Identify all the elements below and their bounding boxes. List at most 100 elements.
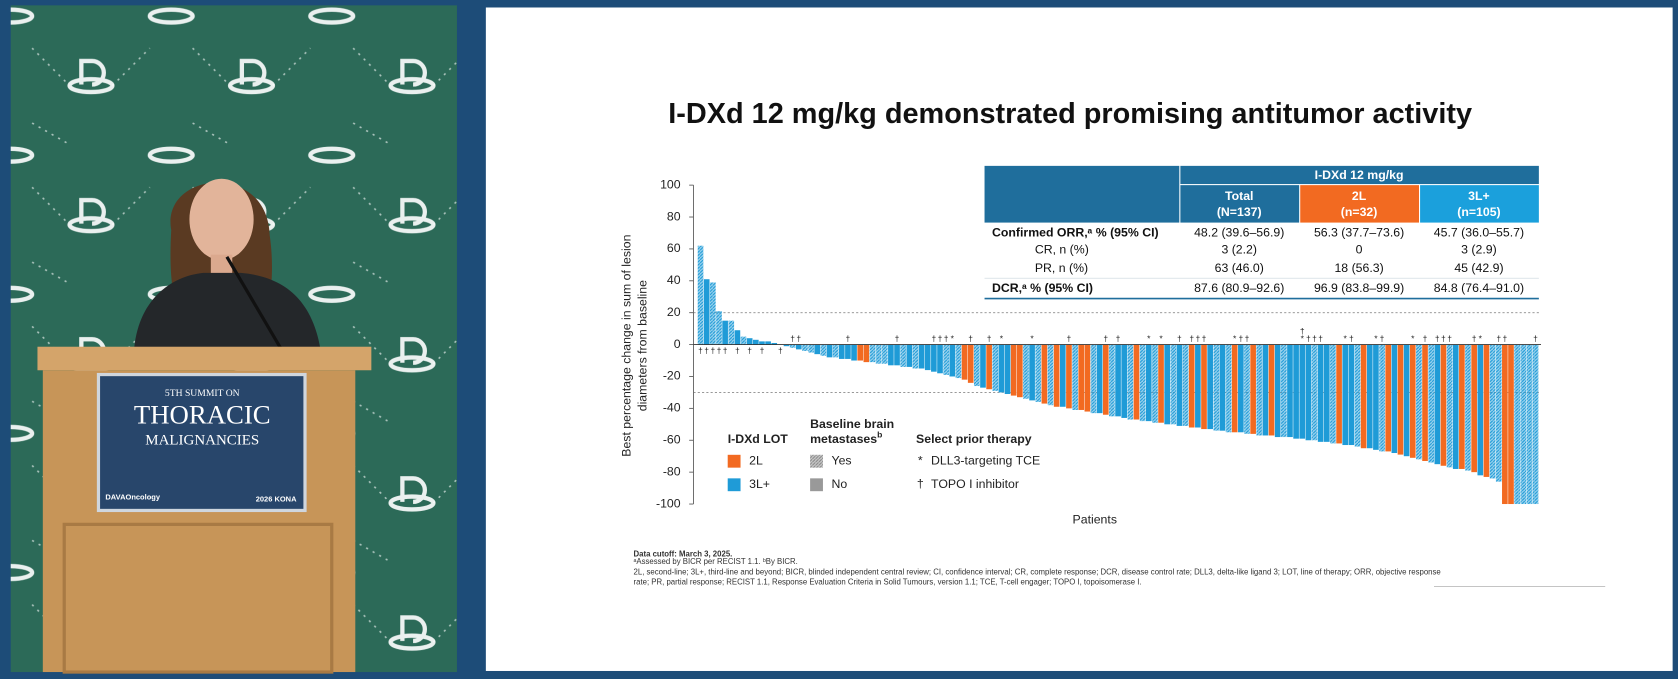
bar — [740, 336, 747, 345]
bar — [1459, 344, 1465, 469]
bar-marker: † — [778, 345, 783, 355]
y-tick-label: -80 — [663, 464, 681, 478]
legend-symbol: * — [918, 453, 923, 467]
bar-marker: † — [747, 345, 752, 355]
bar-marker: † — [704, 345, 709, 355]
bar — [869, 344, 876, 363]
bar — [1096, 344, 1103, 414]
bar — [1256, 344, 1263, 436]
bar — [808, 344, 814, 353]
bar — [746, 338, 753, 345]
bar — [986, 344, 992, 390]
bar — [851, 344, 857, 361]
bar — [1274, 344, 1281, 438]
legend-title: Baseline brain — [810, 417, 894, 431]
bar — [875, 344, 882, 364]
footnote: Data cutoff: March 3, 2025. — [634, 549, 733, 558]
bar-marker: † — [1189, 333, 1194, 343]
y-tick-label: -20 — [663, 369, 681, 383]
bar-marker: † — [1202, 333, 1207, 343]
bar — [1152, 344, 1158, 423]
bar — [1041, 344, 1048, 404]
legend-title: metastases — [810, 432, 877, 446]
bar-marker: † — [735, 345, 740, 355]
bar — [949, 344, 956, 377]
sign-text: THORACIC — [134, 399, 271, 429]
bar — [1287, 344, 1293, 438]
bar — [1133, 344, 1140, 420]
table-header-cell — [984, 165, 1180, 223]
bar-marker: * — [1147, 333, 1151, 343]
bar — [716, 311, 722, 345]
bar — [1323, 344, 1330, 442]
bar-marker: † — [1238, 333, 1243, 343]
bar-marker: † — [1502, 333, 1507, 343]
row-label: Confirmed ORR,ᵃ % (95% CI) — [992, 226, 1159, 240]
bar — [1102, 344, 1109, 415]
legend-swatch — [810, 454, 823, 468]
bar — [1281, 344, 1287, 438]
video-panel: 5TH SUMMIT ON THORACIC MALIGNANCIES DAVA… — [10, 5, 457, 674]
bar-marker: † — [1318, 333, 1323, 343]
bar-marker: † — [760, 345, 765, 355]
legend-swatch — [810, 478, 823, 492]
bar — [1397, 344, 1404, 455]
table-cell: 3 (2.2) — [1221, 243, 1257, 257]
bar-marker: † — [968, 333, 973, 343]
bar — [814, 344, 821, 355]
legend-title: I-DXd LOT — [728, 432, 789, 446]
bar — [998, 344, 1005, 393]
body — [133, 272, 322, 354]
table-header: (n=105) — [1457, 205, 1500, 219]
bar-marker: * — [1159, 333, 1163, 343]
bar — [931, 344, 937, 372]
bar-marker: † — [1116, 333, 1121, 343]
bar — [924, 344, 931, 371]
bar — [1029, 344, 1035, 401]
bar — [1330, 344, 1336, 444]
bar — [863, 344, 870, 363]
bar — [722, 320, 728, 345]
bar — [752, 339, 759, 345]
bar — [1023, 344, 1029, 399]
bar-marker: † — [1423, 333, 1428, 343]
bar-marker: † — [1472, 333, 1477, 343]
bar-marker: * — [1344, 333, 1348, 343]
bar — [1311, 344, 1318, 441]
bar-marker: † — [1300, 326, 1305, 336]
sign — [96, 372, 307, 513]
footnote: ᵃAssessed by BICR per RECIST 1.1. ᵇBy BI… — [634, 557, 798, 566]
legend-title: metastasesb — [810, 430, 882, 446]
bar — [1158, 344, 1164, 423]
bar — [1225, 344, 1232, 433]
bar-marker: † — [1435, 333, 1440, 343]
legend-swatch — [727, 478, 741, 492]
bar — [992, 344, 999, 391]
legend-title-sup: b — [877, 430, 882, 440]
table-cell: 3 (2.9) — [1461, 243, 1497, 257]
sign-text: 5TH SUMMIT ON — [165, 388, 240, 399]
y-tick-label: 60 — [667, 241, 681, 255]
bar-marker: * — [1000, 333, 1004, 343]
bar — [974, 344, 980, 387]
bar — [1219, 344, 1226, 431]
bar — [1109, 344, 1115, 417]
legend-label: 3L+ — [749, 477, 770, 491]
bar — [1440, 344, 1447, 466]
y-tick-label: 80 — [667, 209, 681, 223]
table-cell: 56.3 (37.7–73.6) — [1314, 226, 1404, 240]
bar — [1176, 344, 1183, 426]
podium-panel — [62, 522, 334, 674]
bar — [1299, 344, 1306, 439]
bar — [1268, 344, 1275, 436]
bar — [1360, 344, 1367, 449]
bar — [1342, 344, 1349, 446]
table-cell: 84.8 (76.4–91.0) — [1434, 281, 1524, 295]
sign-text: 2026 KONA — [256, 495, 297, 504]
bar — [1336, 344, 1342, 444]
legend-label: Yes — [832, 453, 852, 467]
bar-marker: * — [1030, 333, 1034, 343]
y-tick-label: 20 — [667, 305, 681, 319]
bar-marker: † — [1441, 333, 1446, 343]
bar — [1434, 344, 1441, 465]
